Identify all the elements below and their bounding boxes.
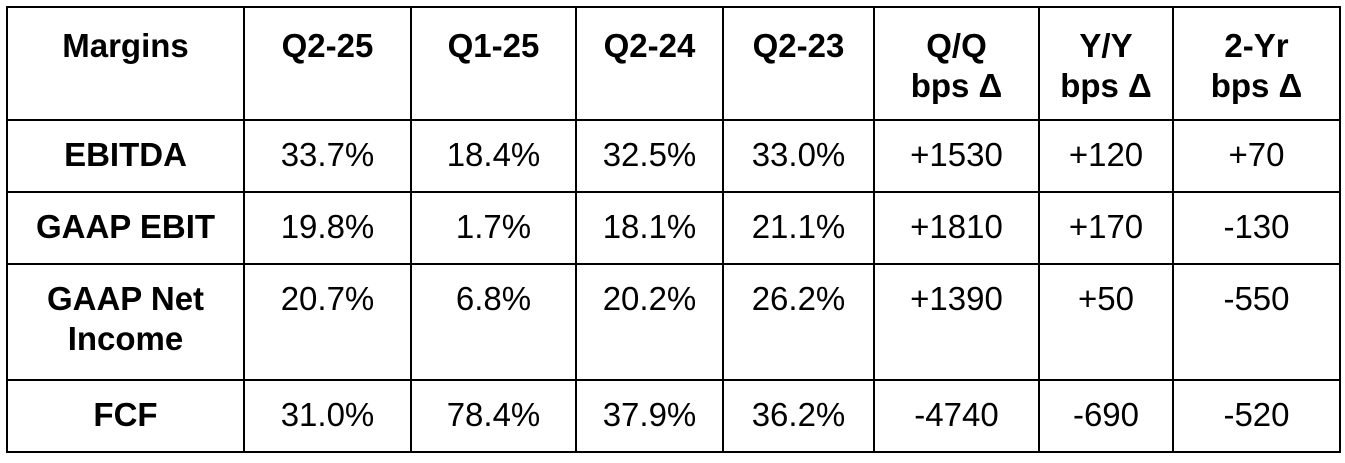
- table-cell: 6.8%: [410, 263, 577, 381]
- header-cell: Q1-25: [410, 6, 577, 121]
- table-cell: 36.2%: [722, 379, 875, 453]
- table-cell: 33.0%: [722, 119, 875, 193]
- table-cell: 31.0%: [243, 379, 412, 453]
- table-row: FCF 31.0% 78.4% 37.9% 36.2% -4740 -690 -520: [6, 379, 1341, 453]
- table-cell: +1810: [873, 191, 1040, 265]
- table-cell: 19.8%: [243, 191, 412, 265]
- row-label: FCF: [6, 379, 245, 453]
- row-label: EBITDA: [6, 119, 245, 193]
- margins-table: Margins Q2-25 Q1-25 Q2-24 Q2-23 Q/Q bps Δ Y/Y …: [6, 6, 1341, 453]
- table-cell: 20.2%: [575, 263, 724, 381]
- table-cell: 37.9%: [575, 379, 724, 453]
- table-row: EBITDA 33.7% 18.4% 32.5% 33.0% +1530 +120 +70: [6, 119, 1341, 193]
- table-cell: -520: [1172, 379, 1341, 453]
- header-cell: Q2-25: [243, 6, 412, 121]
- header-cell: Margins: [6, 6, 245, 121]
- table-cell: +1390: [873, 263, 1040, 381]
- table-cell: 18.4%: [410, 119, 577, 193]
- table-body: EBITDA 33.7% 18.4% 32.5% 33.0% +1530 +120 +70 GA…: [6, 119, 1341, 453]
- table-cell: 18.1%: [575, 191, 724, 265]
- table-cell: 78.4%: [410, 379, 577, 453]
- table-row: GAAP Net Income 20.7% 6.8% 20.2% 26.2% +1390 +…: [6, 263, 1341, 381]
- table-cell: +1530: [873, 119, 1040, 193]
- row-label: GAAP EBIT: [6, 191, 245, 265]
- header-row: Margins Q2-25 Q1-25 Q2-24 Q2-23 Q/Q bps Δ Y/Y …: [6, 6, 1341, 121]
- header-cell: Q/Q bps Δ: [873, 6, 1040, 121]
- table-cell: 20.7%: [243, 263, 412, 381]
- header-cell: 2-Yr bps Δ: [1172, 6, 1341, 121]
- table-cell: 32.5%: [575, 119, 724, 193]
- table-cell: +120: [1038, 119, 1174, 193]
- table-cell: -130: [1172, 191, 1341, 265]
- table-cell: +70: [1172, 119, 1341, 193]
- table-cell: -690: [1038, 379, 1174, 453]
- table-cell: 1.7%: [410, 191, 577, 265]
- row-label: GAAP Net Income: [6, 263, 245, 381]
- table-cell: +50: [1038, 263, 1174, 381]
- table-cell: 33.7%: [243, 119, 412, 193]
- table-cell: 26.2%: [722, 263, 875, 381]
- table-cell: 21.1%: [722, 191, 875, 265]
- header-cell: Y/Y bps Δ: [1038, 6, 1174, 121]
- table-row: GAAP EBIT 19.8% 1.7% 18.1% 21.1% +1810 +170 -13…: [6, 191, 1341, 265]
- table-cell: -550: [1172, 263, 1341, 381]
- header-cell: Q2-23: [722, 6, 875, 121]
- table-cell: +170: [1038, 191, 1174, 265]
- header-cell: Q2-24: [575, 6, 724, 121]
- table-cell: -4740: [873, 379, 1040, 453]
